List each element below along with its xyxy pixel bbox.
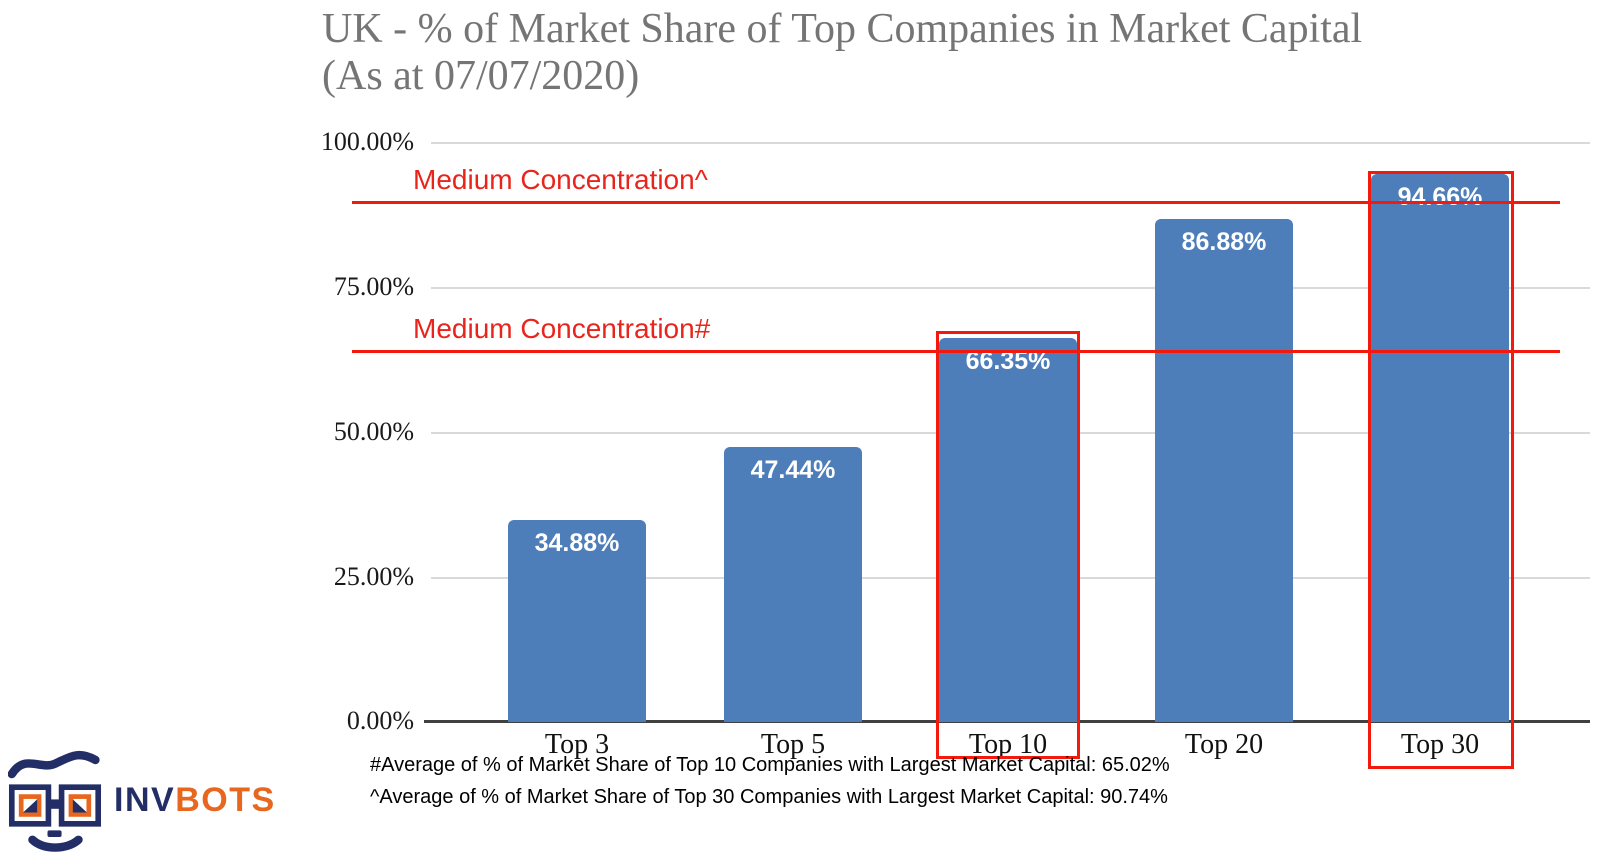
chart-title-line1: UK - % of Market Share of Top Companies … — [322, 6, 1363, 52]
x-axis-label-top-5: Top 5 — [760, 729, 826, 760]
logo-text-inv: INV — [114, 781, 176, 819]
footnote-top-30-average: ^Average of % of Market Share of Top 30 … — [370, 786, 1168, 808]
chart-title: UK - % of Market Share of Top Companies … — [322, 6, 1462, 100]
x-axis-label-top-10: Top 10 — [968, 729, 1048, 760]
logo-text-bots: BOTS — [175, 781, 276, 819]
bar-value-label: 94.66% — [1397, 183, 1483, 211]
medium-concentration-lower-label: Medium Concentration# — [413, 313, 711, 344]
x-axis-label-top-3: Top 3 — [544, 729, 610, 760]
y-axis-tick-25: 25.00% — [333, 562, 414, 591]
x-axis-label-top-30: Top 30 — [1400, 729, 1480, 760]
y-axis-tick-50: 50.00% — [333, 417, 414, 446]
bar-top-5: 47.44% — [724, 447, 862, 722]
y-axis-tick-75: 75.00% — [333, 272, 414, 301]
medium-concentration-upper-line — [352, 201, 1560, 204]
highlight-rect-top-30 — [1368, 171, 1514, 769]
gridline-75 — [431, 287, 1590, 289]
medium-concentration-upper-label: Medium Concentration^ — [413, 164, 708, 195]
bar-value-label: 47.44% — [750, 456, 836, 484]
bar-top-20: 86.88% — [1155, 219, 1293, 722]
bar-top-10: 66.35% — [939, 338, 1077, 722]
logo-text: INVBOTS — [114, 781, 276, 820]
x-axis-label-top-20: Top 20 — [1184, 729, 1264, 760]
bar-top-3: 34.88% — [508, 520, 646, 722]
bar-value-label: 34.88% — [534, 529, 620, 557]
bar-value-label: 86.88% — [1181, 228, 1267, 256]
y-axis-tick-0: 0.00% — [346, 706, 414, 735]
medium-concentration-lower-line — [352, 350, 1560, 353]
footnote-top-10-average: #Average of % of Market Share of Top 10 … — [370, 754, 1170, 776]
highlight-rect-top-10 — [936, 331, 1080, 759]
invbots-logo: INVBOTS — [7, 744, 276, 857]
bar-top-30: 94.66% — [1371, 174, 1509, 722]
gridline-100 — [431, 142, 1590, 144]
y-axis-tick-100: 100.00% — [320, 127, 414, 156]
chart-title-line2: (As at 07/07/2020) — [322, 53, 640, 100]
robot-face-icon — [7, 744, 102, 857]
